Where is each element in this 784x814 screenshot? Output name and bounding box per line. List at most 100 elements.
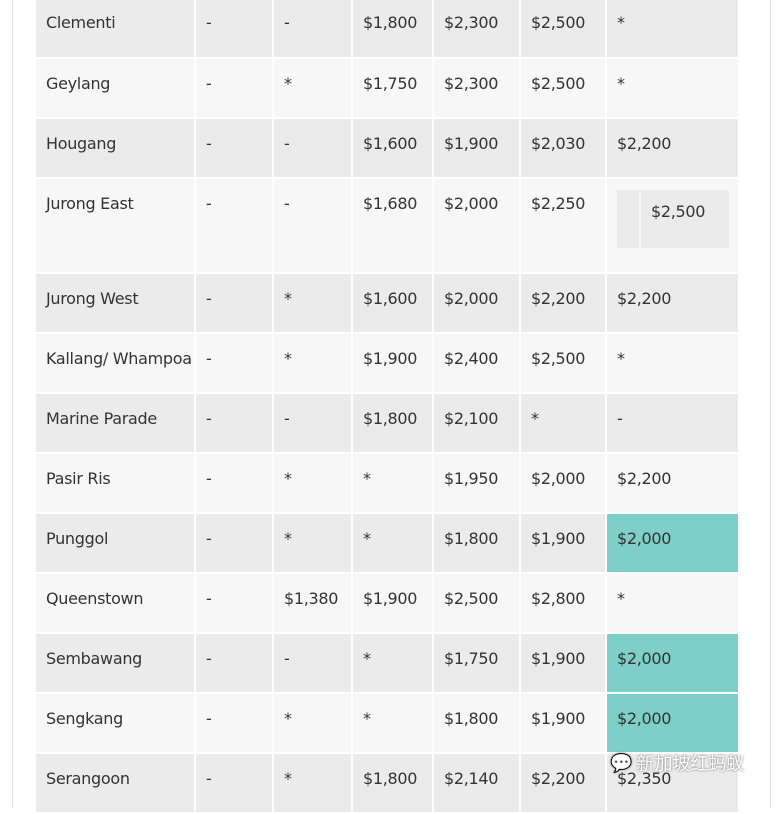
area-name: Marine Parade [36,393,196,454]
table-row: Queenstown - $1,380 $1,900 $2,500 $2,800 * [36,573,740,634]
price-cell: $1,800 [433,513,521,574]
price-cell: $2,500 [520,333,607,394]
price-cell: - [195,633,274,694]
table-row: Hougang - - $1,600 $1,900 $2,030 $2,200 [36,118,740,179]
area-name: Kallang/ Whampoa [36,333,196,394]
price-cell: $2,200 [606,118,740,179]
watermark-text: 新加坡红蚂蚁 [636,754,745,775]
price-cell: $1,900 [352,333,434,394]
area-name: Geylang [36,58,196,119]
price-cell: * [273,753,353,814]
area-name: Sembawang [36,633,196,694]
nested-price-cell: $2,500 [641,190,729,248]
area-name: Serangoon [36,753,196,814]
price-cell: $2,030 [520,118,607,179]
price-cell: $2,200 [520,753,607,814]
price-cell: $1,800 [352,753,434,814]
price-cell: $1,900 [352,573,434,634]
price-cell: * [273,453,353,514]
price-cell: - [195,693,274,754]
price-cell: - [195,118,274,179]
table-row: Clementi - - $1,800 $2,300 $2,500 * [36,0,740,59]
price-cell: $2,200 [520,273,607,334]
table-row: Punggol - * * $1,800 $1,900 $2,000 [36,513,740,574]
price-cell: $1,800 [352,393,434,454]
price-cell: * [273,693,353,754]
price-cell: $1,900 [520,513,607,574]
price-cell: - [606,393,740,454]
price-cell: $2,250 [520,178,607,274]
price-cell: $2,000 [433,273,521,334]
table-row: Kallang/ Whampoa - * $1,900 $2,400 $2,500 * [36,333,740,394]
price-cell: $2,000 [606,513,740,574]
price-cell: $1,800 [433,693,521,754]
table-row: Marine Parade - - $1,800 $2,100 * - [36,393,740,454]
price-cell: * [520,393,607,454]
price-cell: $1,750 [352,58,434,119]
price-cell: $2,200 [606,453,740,514]
area-name: Jurong West [36,273,196,334]
price-cell: $2,100 [433,393,521,454]
table-row: Geylang - * $1,750 $2,300 $2,500 * [36,58,740,119]
price-cell: $1,900 [520,693,607,754]
price-cell: $2,300 [433,58,521,119]
price-cell: * [273,273,353,334]
area-name: Punggol [36,513,196,574]
price-cell: $2,800 [520,573,607,634]
price-cell: $2,000 [606,693,740,754]
price-cell: $1,600 [352,118,434,179]
table-row: Jurong East - - $1,680 $2,000 $2,250 $2,500 [36,178,740,274]
price-cell: $2,000 [520,453,607,514]
price-cell: $2,300 [433,0,521,59]
price-cell: $1,900 [520,633,607,694]
price-cell: $1,950 [433,453,521,514]
price-cell: $2,000 [606,633,740,694]
price-cell: $2,140 [433,753,521,814]
price-cell: $1,380 [273,573,353,634]
price-cell: - [195,273,274,334]
price-cell: * [352,633,434,694]
wechat-icon: 💬 [610,752,633,774]
area-name: Pasir Ris [36,453,196,514]
price-cell: * [352,513,434,574]
price-cell: - [195,178,274,274]
price-cell: $2,500 [433,573,521,634]
price-cell: * [606,573,740,634]
table-row: Sembawang - - * $1,750 $1,900 $2,000 [36,633,740,694]
price-cell: * [273,333,353,394]
area-name: Sengkang [36,693,196,754]
price-cell: - [195,453,274,514]
price-cell: * [352,693,434,754]
table-row: Sengkang - * * $1,800 $1,900 $2,000 [36,693,740,754]
price-cell: - [195,753,274,814]
price-cell: $1,600 [352,273,434,334]
price-cell: - [273,118,353,179]
area-name: Queenstown [36,573,196,634]
area-name: Jurong East [36,178,196,274]
price-cell: * [606,58,740,119]
price-cell: $1,800 [352,0,434,59]
watermark: 💬 新加坡红蚂蚁 [610,750,744,776]
price-cell: - [273,0,353,59]
price-cell: - [195,0,274,59]
nested-cell [617,190,639,248]
price-cell: $2,000 [433,178,521,274]
table-row: Jurong West - * $1,600 $2,000 $2,200 $2,200 [36,273,740,334]
page-frame [12,0,771,808]
price-cell: - [195,333,274,394]
area-name: Hougang [36,118,196,179]
price-cell: - [273,178,353,274]
price-cell: * [352,453,434,514]
price-cell: - [195,573,274,634]
price-cell: $2,200 [606,273,740,334]
price-cell: * [273,58,353,119]
price-cell: $2,400 [433,333,521,394]
price-cell: - [195,393,274,454]
price-cell: - [195,58,274,119]
price-cell: * [606,333,740,394]
price-cell: * [273,513,353,574]
price-cell: - [195,513,274,574]
price-cell: $1,750 [433,633,521,694]
price-cell: $1,900 [433,118,521,179]
price-cell: $1,680 [352,178,434,274]
